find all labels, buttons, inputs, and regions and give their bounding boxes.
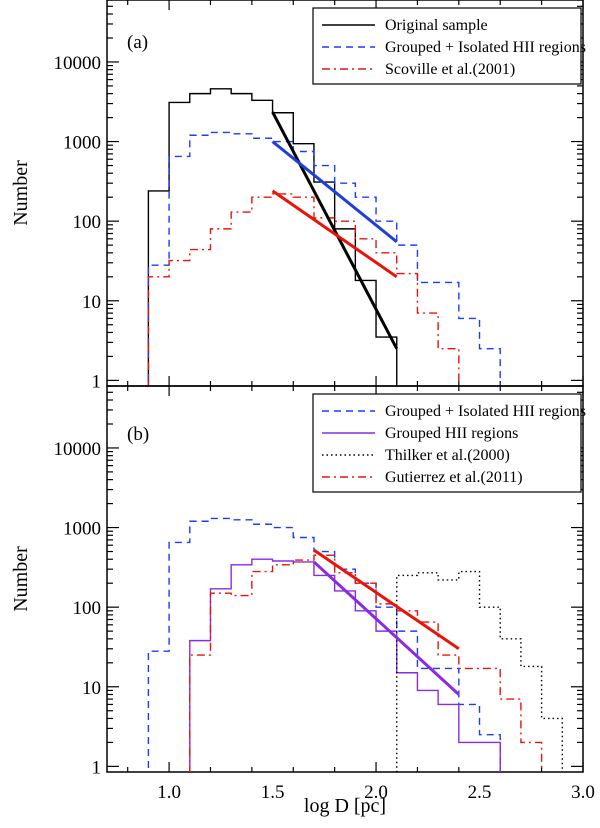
x-tick-label: 1.5 (261, 782, 285, 803)
y-axis-title-b: Number (10, 546, 32, 612)
panel-b: 1.0 1.5 2.0 2.5 3.0 1 10 100 1000 10000 (b) Group… (10, 385, 595, 817)
legend-label: Gutierrez et al.(2011) (385, 469, 523, 486)
legend-label: Scoville et al.(2001) (385, 61, 515, 78)
series-original-sample (147, 88, 398, 386)
panel-a: 1 10 100 1000 10000 (a) Original sample Group… (10, 0, 586, 392)
fit-line (312, 560, 460, 696)
series-thilker-et-al-2000 (396, 570, 564, 772)
y-tick-label: 10 (82, 292, 101, 313)
legend-label: Grouped + Isolated HII regions (385, 403, 586, 420)
x-tick-label: 1.0 (157, 782, 181, 803)
x-axis-title: log D [pc] (304, 795, 386, 817)
legend-box (312, 393, 582, 493)
x-tick-label: 2.5 (468, 782, 492, 803)
legend-label: Grouped HII regions (385, 425, 518, 442)
x-tick-label: 3.0 (571, 782, 595, 803)
fit-line (271, 189, 398, 279)
legend-label: Grouped + Isolated HII regions (385, 39, 586, 56)
series-grouped-hii-regions (189, 558, 501, 772)
y-tick-label: 100 (73, 212, 102, 233)
fit-line (271, 111, 399, 350)
fit-line (313, 548, 460, 651)
legend-b: Grouped + Isolated HII regions Grouped HI… (312, 393, 586, 493)
y-tick-label: 10000 (54, 439, 102, 460)
y-tick-label: 1000 (63, 133, 101, 154)
series-grouped-isolated-hii-regions (147, 131, 501, 386)
series-group-b (147, 517, 564, 772)
axes-a: 1 10 100 1000 10000 (54, 0, 584, 392)
panel-label-a: (a) (127, 32, 148, 53)
plot-frame-b (106, 385, 584, 773)
y-tick-label: 10000 (54, 53, 102, 74)
y-tick-label: 1 (92, 371, 102, 392)
legend-label: Original sample (385, 17, 488, 34)
y-tick-label: 1000 (63, 519, 101, 540)
panel-label-b: (b) (127, 424, 149, 445)
series-group-a (147, 88, 501, 386)
fit-line (271, 140, 398, 244)
y-tick-label: 10 (82, 678, 101, 699)
series-gutierrez-et-al-2011 (189, 554, 543, 772)
y-axis-title-a: Number (10, 160, 32, 226)
y-tick-label: 1 (92, 757, 102, 778)
legend-a: Original sample Grouped + Isolated HII re… (312, 7, 586, 85)
legend-box (312, 7, 582, 85)
y-tick-label: 100 (73, 598, 102, 619)
legend-label: Thilker et al.(2000) (385, 447, 510, 464)
x-tick-label: 2.0 (364, 782, 388, 803)
